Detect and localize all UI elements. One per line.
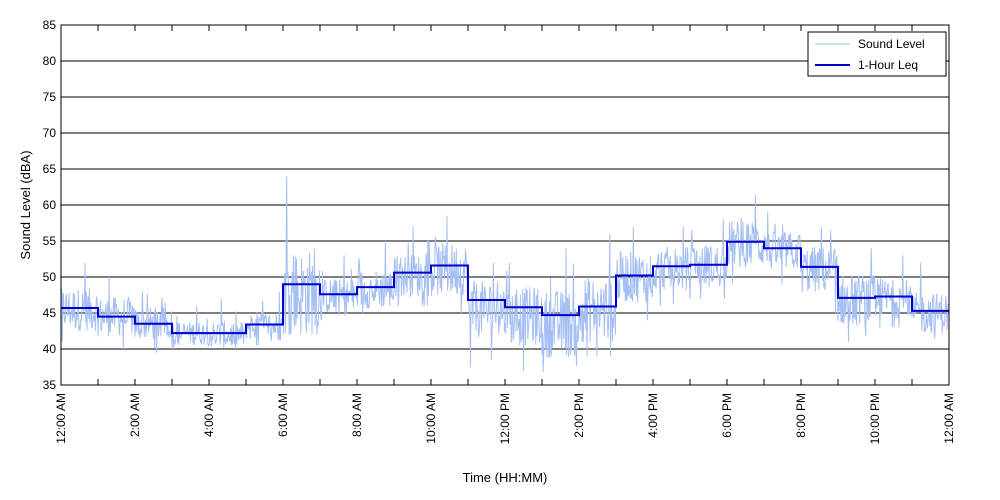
y-tick-label: 35 (43, 378, 57, 392)
x-tick-label: 8:00 PM (794, 393, 808, 438)
legend: Sound Level 1-Hour Leq (807, 31, 947, 77)
y-tick-label: 75 (43, 90, 57, 104)
y-tick-label: 40 (43, 342, 57, 356)
x-tick-label: 12:00 PM (498, 393, 512, 444)
legend-label-leq: 1-Hour Leq (858, 58, 918, 72)
x-tick-label: 8:00 AM (350, 393, 364, 437)
x-tick-label: 2:00 AM (128, 393, 142, 437)
x-tick-label: 6:00 AM (276, 393, 290, 437)
y-tick-label: 65 (43, 162, 57, 176)
y-tick-label: 60 (43, 198, 57, 212)
x-tick-label: 10:00 AM (424, 393, 438, 444)
y-tick-label: 50 (43, 270, 57, 284)
x-tick-label: 6:00 PM (720, 393, 734, 438)
series-1-hour-leq (61, 240, 949, 335)
x-tick-label: 4:00 AM (202, 393, 216, 437)
x-ticks: 12:00 AM 2:00 AM 4:00 AM 6:00 AM 8:00 AM 10:0… (54, 25, 956, 444)
x-tick-label: 2:00 PM (572, 393, 586, 438)
x-tick-label: 10:00 PM (868, 393, 882, 444)
plot-frame (60, 24, 950, 386)
legend-box (807, 31, 947, 77)
gridlines (61, 60, 949, 350)
legend-label-sound-level: Sound Level (858, 37, 925, 51)
y-tick-label: 45 (43, 306, 57, 320)
x-axis-title: Time (HH:MM) (463, 470, 548, 485)
y-axis-title: Sound Level (dBA) (18, 150, 33, 259)
y-tick-label: 55 (43, 234, 57, 248)
y-tick-label: 80 (43, 54, 57, 68)
y-tick-label: 85 (43, 18, 57, 32)
x-tick-label: 12:00 AM (942, 393, 956, 444)
y-tick-label: 70 (43, 126, 57, 140)
x-tick-label: 12:00 AM (54, 393, 68, 444)
y-ticks: 35 40 45 50 55 60 65 70 75 80 85 (43, 18, 57, 392)
leq-step-line (61, 240, 949, 335)
x-tick-label: 4:00 PM (646, 393, 660, 438)
